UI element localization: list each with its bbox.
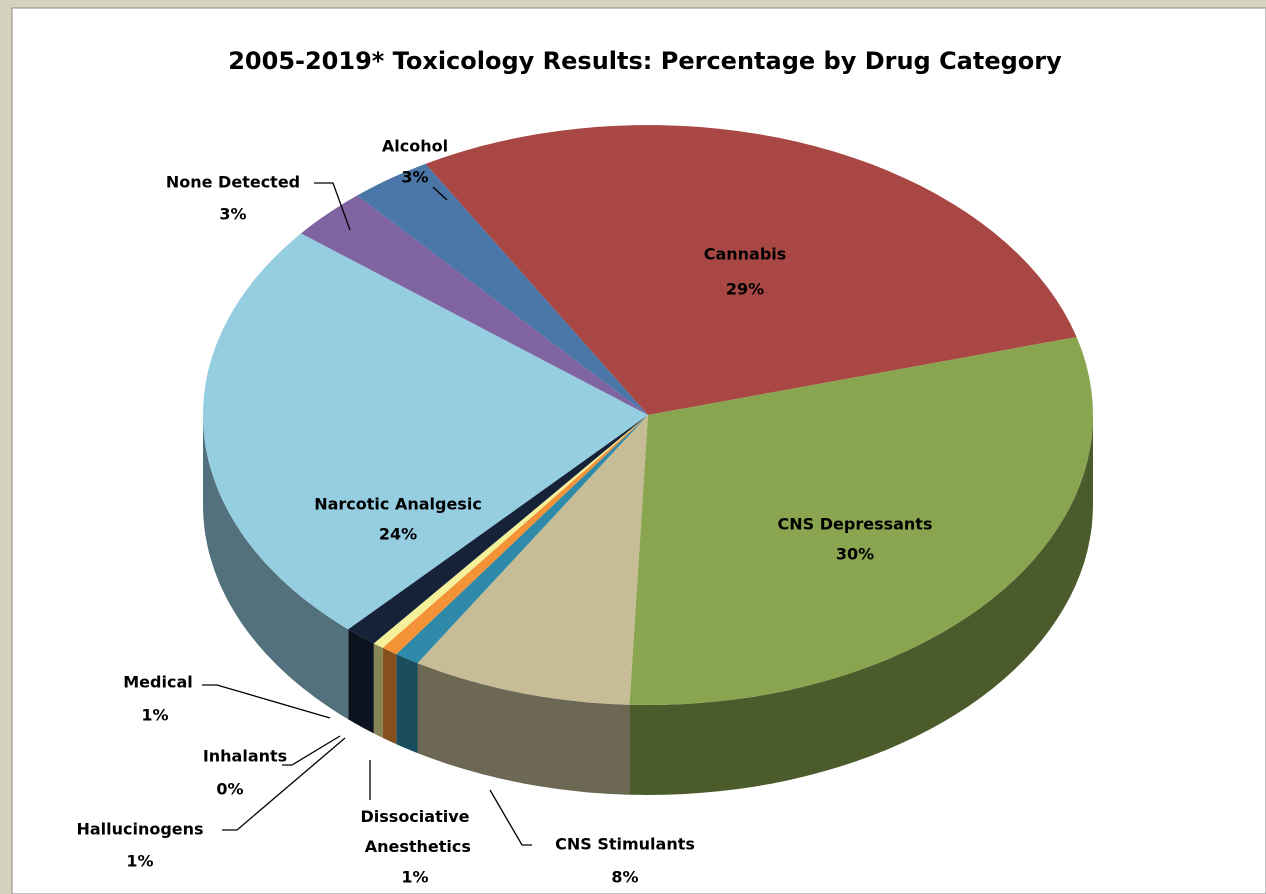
slice-label: Medical [123,673,192,692]
slice-value-label: 1% [401,868,428,887]
leader-line [202,684,331,719]
chart-title: 2005-2019* Toxicology Results: Percentag… [228,47,1062,75]
slice [348,415,648,644]
leader-line [282,735,341,766]
slice-label: None Detected [166,173,300,192]
slice-side [348,629,374,734]
slice-side [203,415,349,720]
slice-value-label: 0% [216,780,243,799]
slice-label: Alcohol [382,137,448,156]
slice-side [629,415,1093,795]
slice-label: Inhalants [203,747,287,766]
slice-value-label: 24% [379,525,417,544]
slice-side [396,654,418,754]
slice-value-label: 8% [611,868,638,887]
slice-value-label: 30% [836,545,874,564]
slice [373,415,648,648]
slice-label: Dissociative Anesthetics [359,807,471,856]
slice [301,195,648,415]
slice-value-label: 29% [726,280,764,299]
slice-value-label: 3% [401,168,428,187]
slice-side [373,643,383,738]
slice-value-label: 3% [219,205,246,224]
leader-line [432,186,448,201]
slice [357,163,648,415]
slice-value-label: 1% [126,852,153,871]
slice [203,233,648,630]
slice [417,415,648,705]
slice-side [382,647,397,745]
slice-label: Hallucinogens [76,820,203,839]
slice [425,125,1077,415]
slice-label: Cannabis [704,245,787,264]
slice-label: CNS Stimulants [555,835,695,854]
slice [382,415,648,655]
slice [629,337,1093,705]
slice-label: Narcotic Analgesic [314,495,482,514]
leader-line [222,737,346,831]
leader-line [314,182,351,231]
slice [396,415,648,664]
leader-line [489,789,532,846]
slice-label: CNS Depressants [778,515,933,534]
slice-side [417,663,630,795]
slice-value-label: 1% [141,706,168,725]
